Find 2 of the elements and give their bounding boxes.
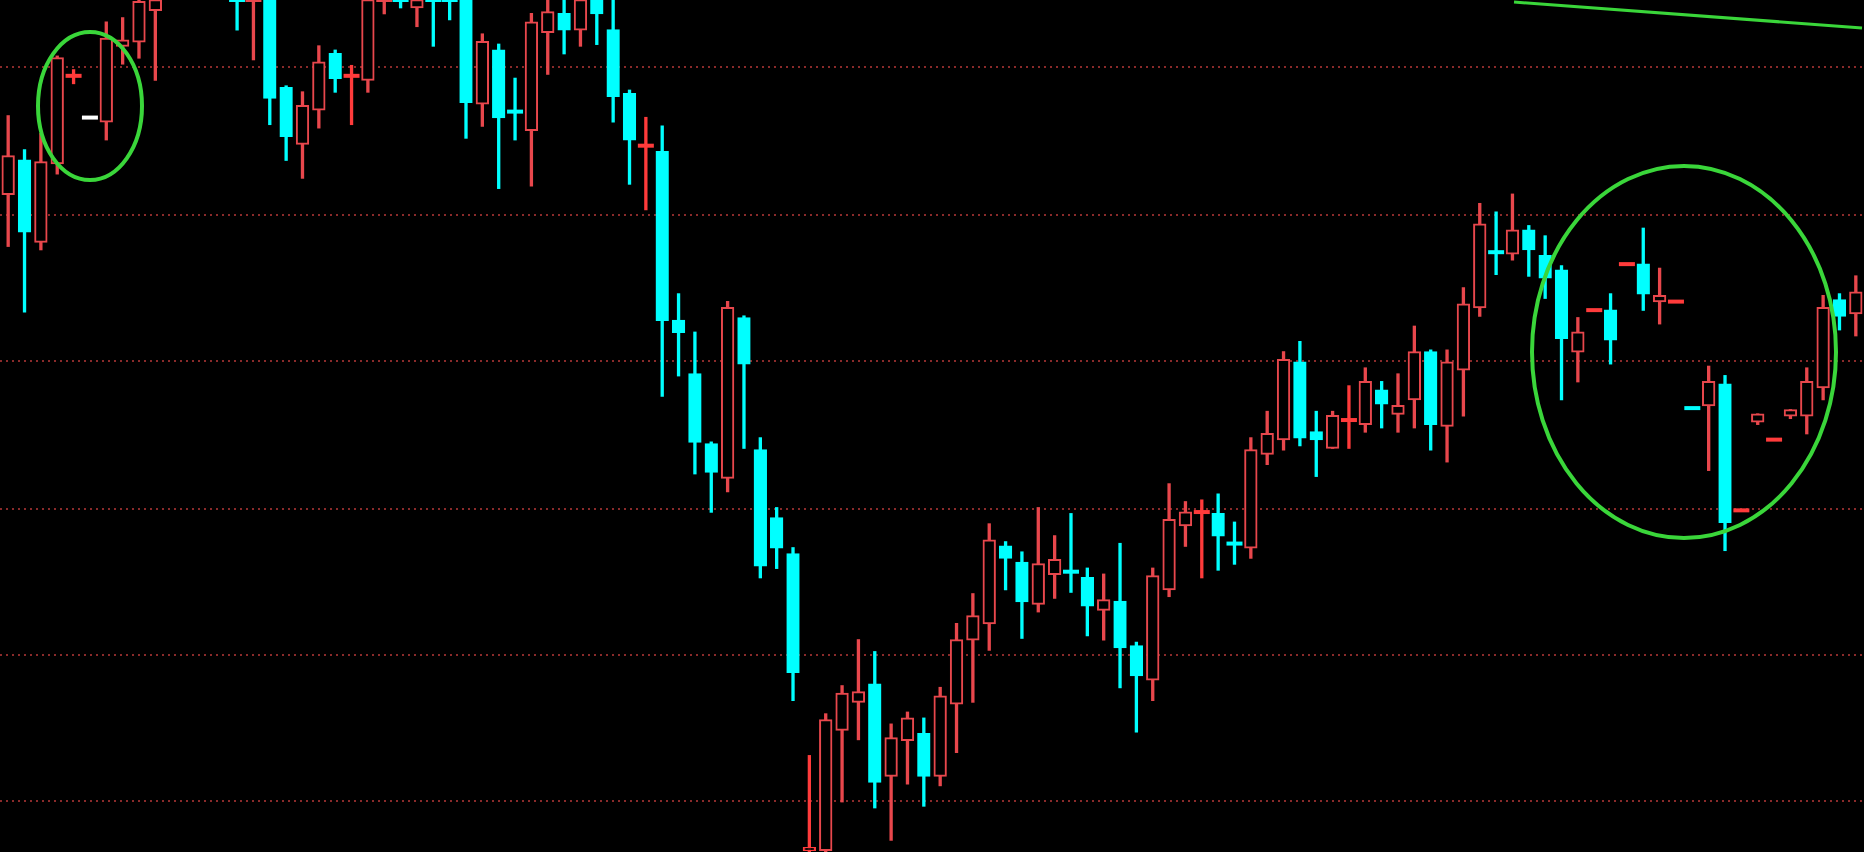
- candlestick: [966, 593, 980, 703]
- candlestick: [1391, 373, 1405, 433]
